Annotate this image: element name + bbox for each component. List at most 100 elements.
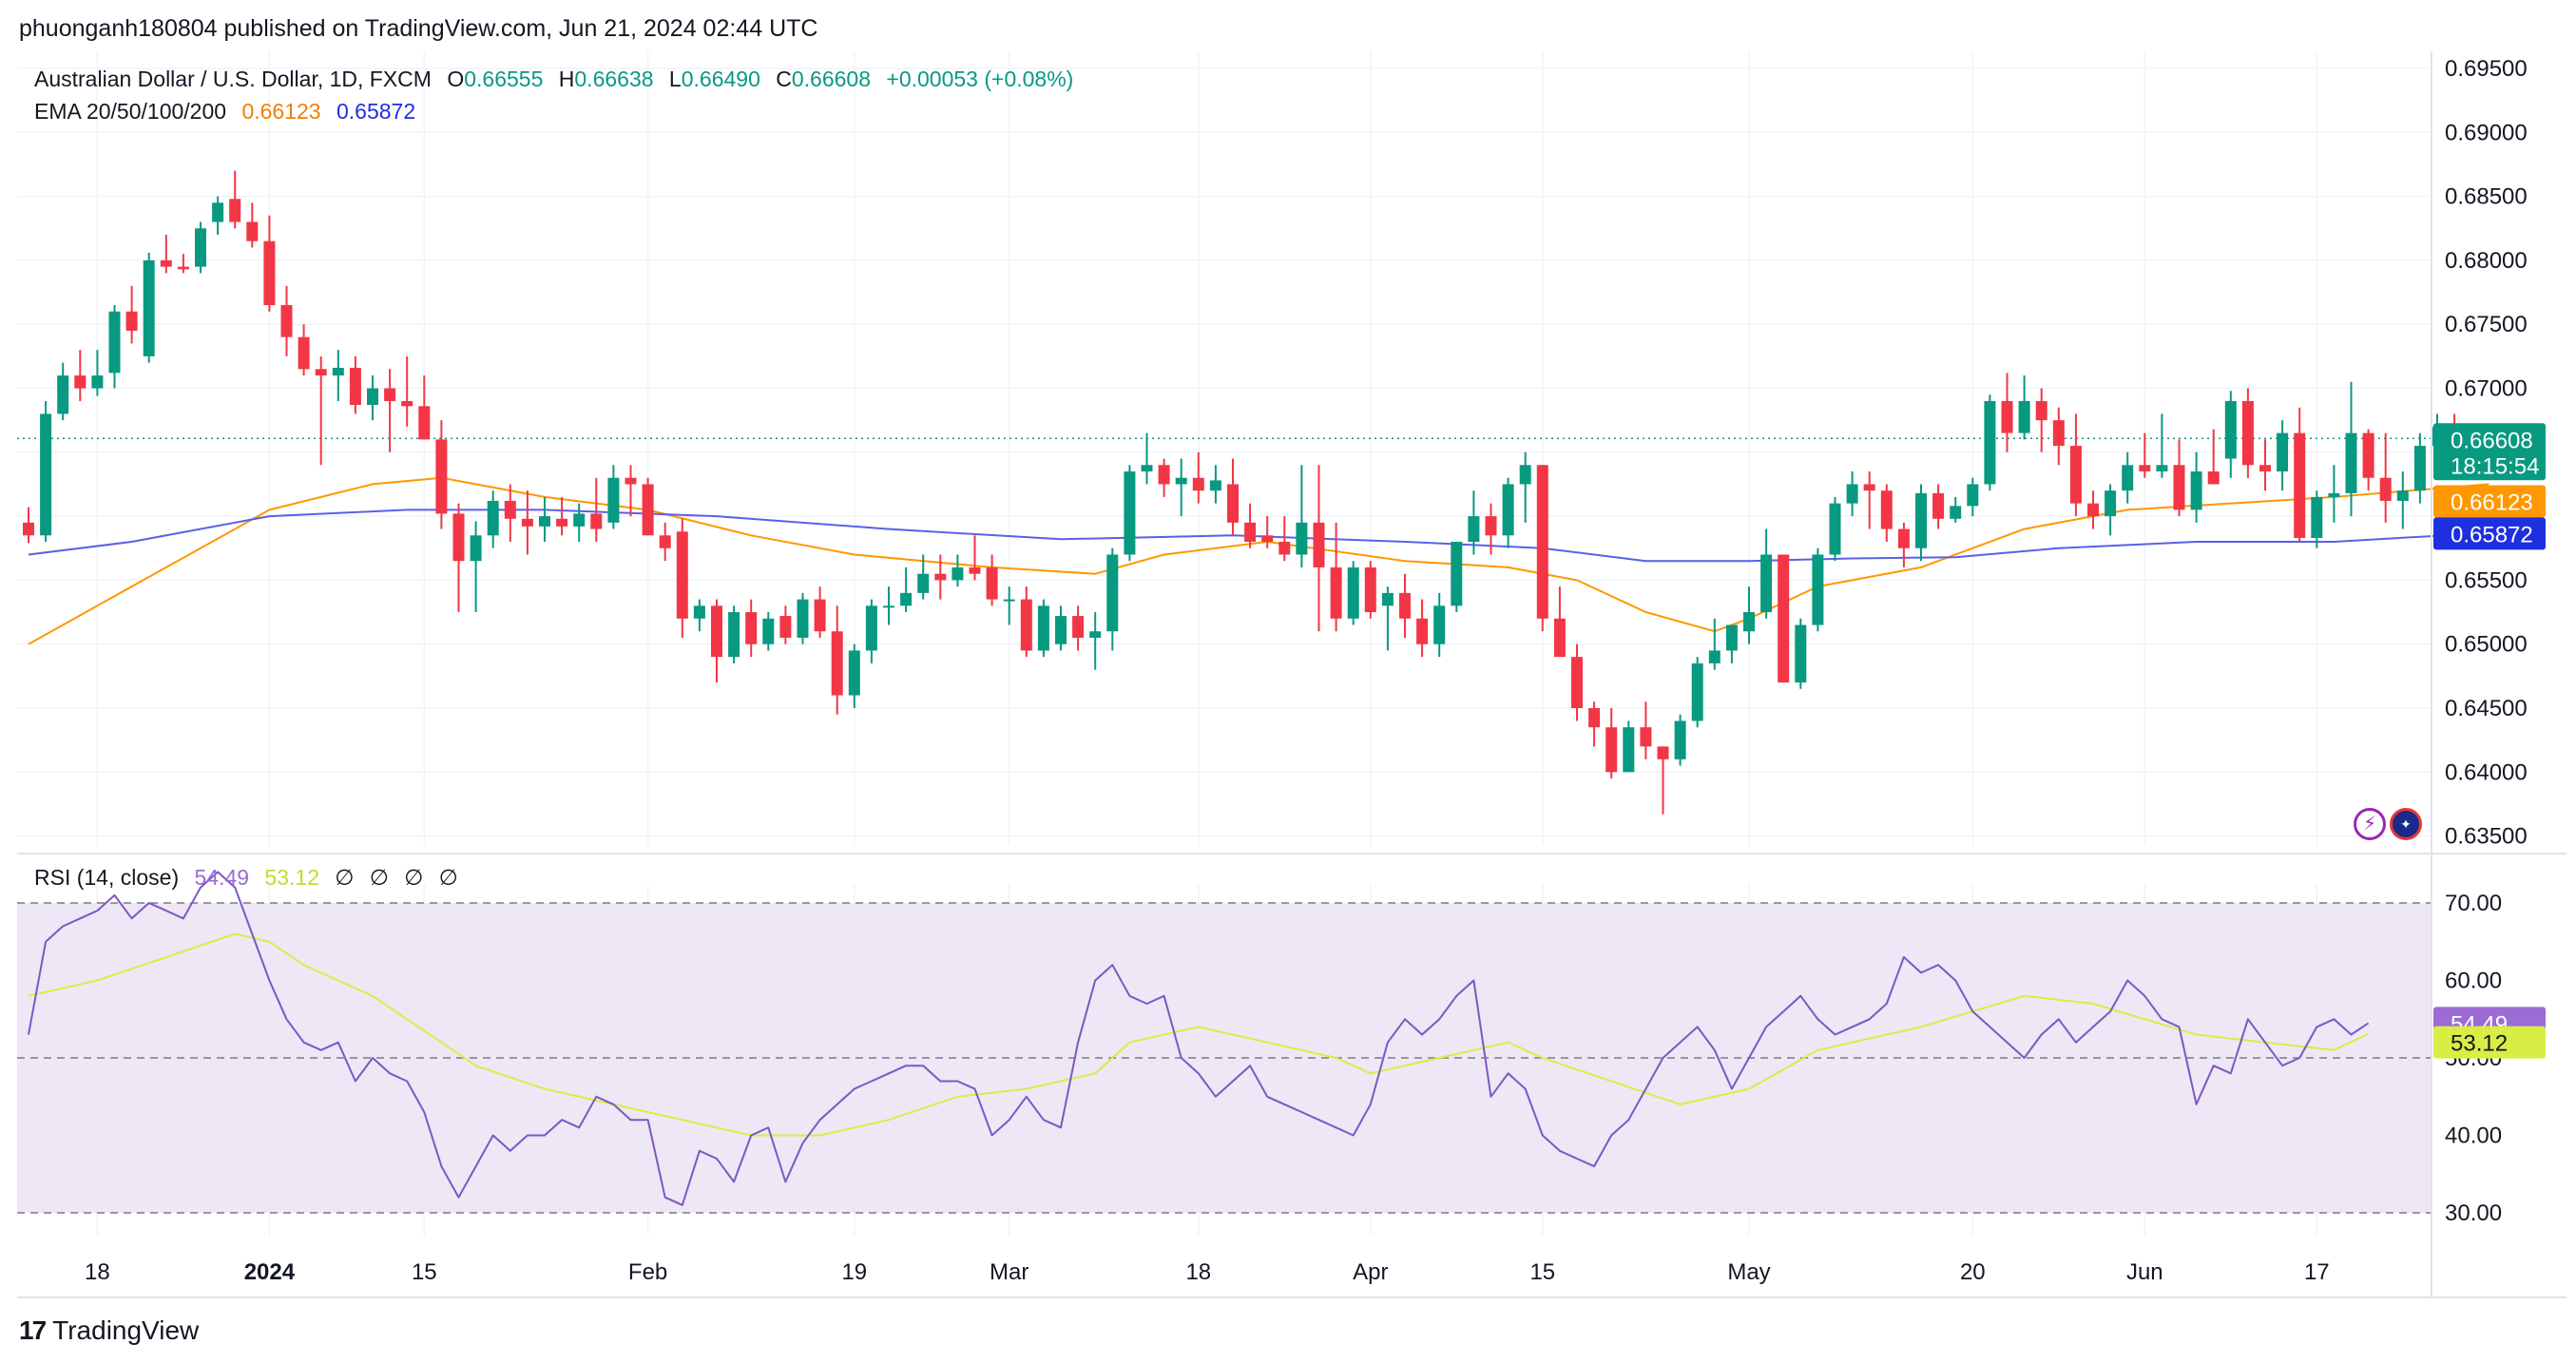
candle-body bbox=[2362, 432, 2374, 478]
candle-body bbox=[2345, 432, 2357, 493]
candle-body bbox=[349, 367, 361, 405]
candle-body bbox=[23, 522, 34, 536]
candle-body bbox=[2156, 465, 2168, 471]
candle-body bbox=[315, 369, 327, 376]
candle-body bbox=[1984, 400, 1996, 485]
candle-body bbox=[1725, 624, 1738, 651]
candle-body bbox=[1106, 554, 1119, 632]
candle-body bbox=[1313, 522, 1325, 567]
australia-flag-icon[interactable]: ✦ bbox=[2390, 808, 2422, 840]
symbol-name[interactable]: Australian Dollar / U.S. Dollar, 1D, FXC… bbox=[34, 67, 432, 91]
candle-body bbox=[74, 375, 87, 389]
candle-body bbox=[625, 477, 637, 485]
candle-body bbox=[1846, 484, 1858, 504]
rsi-ma-badge-text: 53.12 bbox=[2451, 1031, 2508, 1057]
empty-slot: ∅ bbox=[404, 865, 424, 890]
ema-label[interactable]: EMA 20/50/100/200 bbox=[34, 99, 227, 124]
price-tick-label: 0.63500 bbox=[2445, 824, 2528, 850]
candle-body bbox=[1897, 528, 1910, 548]
candle-body bbox=[848, 650, 860, 696]
candle-body bbox=[521, 518, 533, 527]
candle-body bbox=[2396, 490, 2409, 501]
candle-body bbox=[470, 535, 482, 562]
candle-body bbox=[1502, 484, 1514, 536]
rsi-label[interactable]: RSI (14, close) bbox=[34, 865, 180, 890]
price-tick-label: 0.64500 bbox=[2445, 696, 2528, 721]
price-tick-label: 0.65500 bbox=[2445, 567, 2528, 593]
symbol-legend: Australian Dollar / U.S. Dollar, 1D, FXC… bbox=[34, 67, 1083, 92]
candle-body bbox=[2052, 420, 2065, 447]
candle-body bbox=[1880, 490, 1893, 529]
time-tick-label: 18 bbox=[1185, 1259, 1211, 1285]
candle-body bbox=[1967, 484, 1979, 507]
candle-body bbox=[659, 535, 671, 548]
ema-legend: EMA 20/50/100/200 0.66123 0.65872 bbox=[34, 99, 425, 125]
price-tick-label: 0.68500 bbox=[2445, 184, 2528, 210]
last-price-badge bbox=[2433, 423, 2546, 481]
candle-body bbox=[2413, 446, 2426, 491]
candlestick-series bbox=[23, 170, 2478, 815]
candle-body bbox=[2207, 470, 2220, 485]
candle-body bbox=[1932, 492, 1945, 519]
lightning-icon[interactable]: ⚡ bbox=[2354, 808, 2386, 840]
candle-body bbox=[246, 221, 259, 241]
time-tick-label: 17 bbox=[2304, 1259, 2330, 1285]
candle-body bbox=[91, 375, 104, 389]
ohlc-low: L0.66490 bbox=[668, 67, 760, 91]
candle-body bbox=[2379, 477, 2392, 501]
price-tick-label: 0.69500 bbox=[2445, 56, 2528, 82]
candle-body bbox=[212, 202, 224, 222]
ema-orange-badge-text: 0.66123 bbox=[2451, 490, 2533, 516]
time-tick-label: Feb bbox=[628, 1259, 667, 1285]
candle-body bbox=[2224, 400, 2237, 459]
candle-body bbox=[556, 518, 568, 527]
candle-body bbox=[1003, 599, 1015, 602]
candle-body bbox=[2311, 496, 2323, 538]
empty-slot: ∅ bbox=[438, 865, 458, 890]
time-tick-label: Mar bbox=[990, 1259, 1028, 1285]
publisher-line: phuonganh180804 published on TradingView… bbox=[19, 15, 818, 42]
candle-body bbox=[1141, 465, 1153, 471]
ohlc-open: O0.66555 bbox=[447, 67, 544, 91]
candle-body bbox=[1261, 535, 1274, 543]
rsi-value: 54.49 bbox=[194, 865, 250, 890]
candle-body bbox=[1468, 516, 1480, 543]
candle-body bbox=[573, 513, 586, 527]
candle-body bbox=[1347, 566, 1359, 619]
candle-body bbox=[900, 592, 913, 606]
candle-body bbox=[1175, 477, 1187, 485]
candle-body bbox=[2190, 470, 2202, 510]
candle-body bbox=[1278, 542, 1291, 555]
candle-body bbox=[745, 612, 758, 644]
tradingview-logo[interactable]: 17 TradingView bbox=[19, 1315, 199, 1346]
candle-body bbox=[2018, 400, 2030, 433]
candle-body bbox=[367, 388, 378, 405]
candle-body bbox=[1691, 662, 1703, 721]
candle-body bbox=[797, 599, 809, 638]
candle-body bbox=[1760, 554, 1773, 613]
time-tick-label: 18 bbox=[85, 1259, 110, 1285]
candle-body bbox=[1708, 650, 1721, 663]
candle-body bbox=[125, 311, 138, 331]
candle-body bbox=[2069, 446, 2082, 504]
candle-body bbox=[435, 439, 448, 514]
candle-body bbox=[693, 605, 705, 619]
candle-body bbox=[452, 513, 465, 562]
rsi-lines bbox=[28, 871, 2370, 1206]
candle-body bbox=[1571, 657, 1583, 708]
candle-body bbox=[2173, 465, 2185, 510]
candle-body bbox=[1657, 746, 1669, 759]
candle-body bbox=[401, 400, 413, 407]
candle-body bbox=[504, 500, 516, 519]
candle-body bbox=[1399, 592, 1411, 619]
candle-body bbox=[969, 566, 981, 574]
candle-body bbox=[2294, 432, 2306, 538]
rsi-tick-label: 60.00 bbox=[2445, 969, 2502, 994]
ema-value-blue: 0.65872 bbox=[336, 99, 416, 124]
time-tick-label: 19 bbox=[841, 1259, 867, 1285]
candle-body bbox=[40, 413, 52, 536]
time-tick-label: Apr bbox=[1353, 1259, 1388, 1285]
rsi-ma-line bbox=[28, 932, 2370, 1137]
